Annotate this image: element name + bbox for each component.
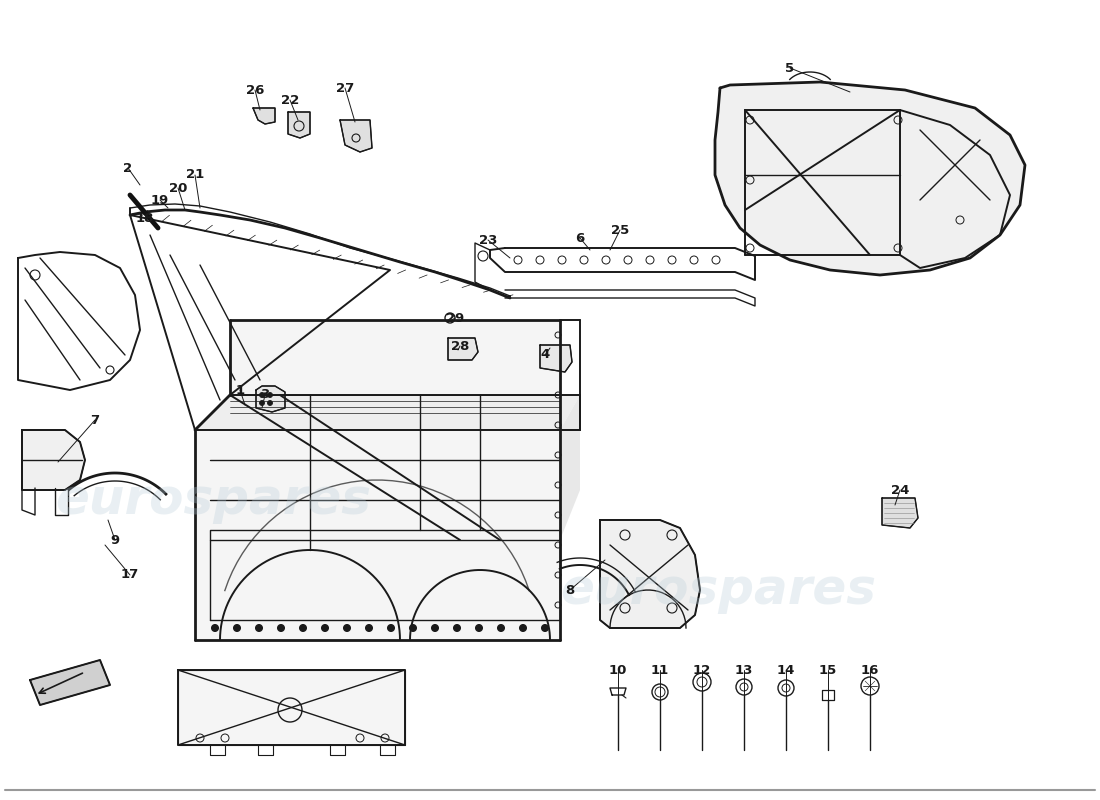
Text: 1: 1 [235,383,244,397]
Text: 17: 17 [121,569,139,582]
Polygon shape [882,498,918,528]
Text: 24: 24 [891,483,910,497]
Circle shape [409,625,417,631]
Text: eurospares: eurospares [55,476,371,524]
Text: 18: 18 [135,211,154,225]
Circle shape [277,625,285,631]
Polygon shape [560,395,580,540]
Text: 27: 27 [336,82,354,94]
Polygon shape [340,120,372,152]
Circle shape [260,393,264,398]
Text: 12: 12 [693,663,711,677]
Circle shape [260,401,264,406]
Polygon shape [288,112,310,138]
Text: 26: 26 [245,83,264,97]
Text: 29: 29 [446,311,464,325]
Circle shape [519,625,527,631]
Text: 15: 15 [818,663,837,677]
Text: 22: 22 [280,94,299,106]
Text: 19: 19 [151,194,169,206]
Polygon shape [540,345,572,372]
Circle shape [497,625,505,631]
Polygon shape [30,660,110,705]
Text: 20: 20 [168,182,187,194]
Circle shape [343,625,351,631]
Text: 2: 2 [123,162,133,174]
Text: 14: 14 [777,663,795,677]
Text: 9: 9 [110,534,120,546]
Circle shape [255,625,263,631]
Text: 4: 4 [540,349,550,362]
Circle shape [299,625,307,631]
Text: 23: 23 [478,234,497,246]
Text: eurospares: eurospares [560,566,876,614]
Polygon shape [195,320,560,640]
Circle shape [365,625,373,631]
Text: 7: 7 [90,414,100,426]
Polygon shape [253,108,275,124]
Text: 5: 5 [785,62,794,74]
Text: 11: 11 [651,663,669,677]
Circle shape [267,393,273,398]
Text: 3: 3 [261,389,270,402]
Text: 16: 16 [861,663,879,677]
Circle shape [233,625,241,631]
Polygon shape [448,338,478,360]
Circle shape [211,625,219,631]
Polygon shape [600,520,700,628]
Circle shape [475,625,483,631]
Text: 13: 13 [735,663,754,677]
Polygon shape [195,395,580,430]
Text: 6: 6 [575,231,584,245]
Polygon shape [178,670,405,745]
Polygon shape [256,386,285,412]
Circle shape [453,625,461,631]
Text: 28: 28 [451,339,470,353]
Polygon shape [715,82,1025,275]
Circle shape [321,625,329,631]
Circle shape [267,401,273,406]
Circle shape [541,625,549,631]
Text: 8: 8 [565,583,574,597]
Circle shape [387,625,395,631]
Polygon shape [22,430,85,490]
Text: 21: 21 [186,169,205,182]
Text: 25: 25 [610,223,629,237]
Text: 10: 10 [608,663,627,677]
Circle shape [431,625,439,631]
